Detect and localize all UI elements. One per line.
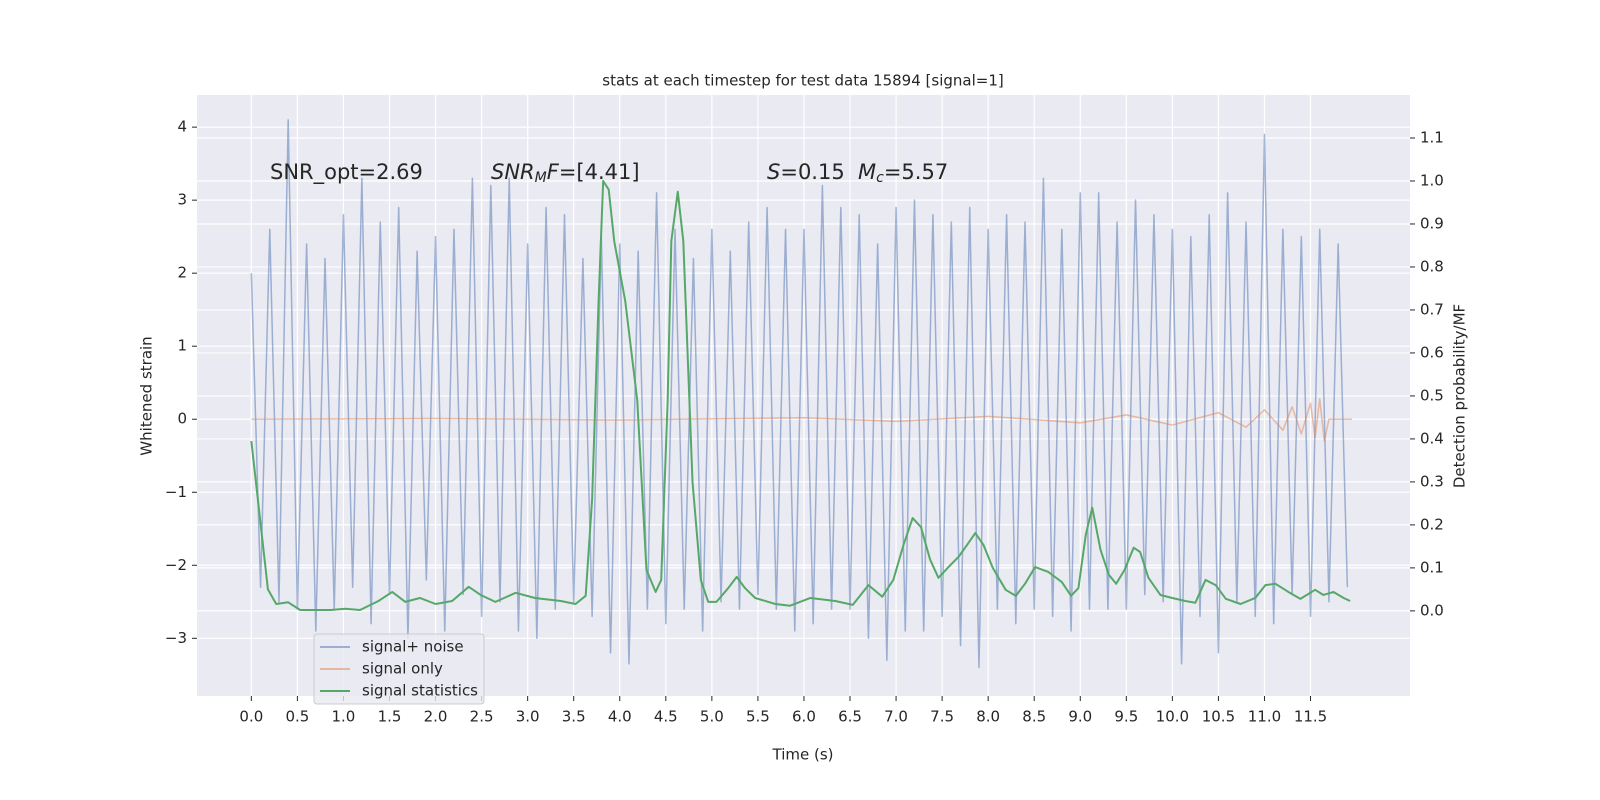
annotation-part: =0.15 bbox=[780, 160, 844, 184]
y2-tick-label: 0.8 bbox=[1420, 257, 1444, 275]
x-axis-label: Time (s) bbox=[772, 746, 834, 764]
y-tick-label: −1 bbox=[165, 483, 187, 501]
annotation-part: SNR bbox=[491, 160, 535, 184]
annotation: SNR_opt=2.69 bbox=[270, 160, 423, 185]
x-tick-label: 8.0 bbox=[976, 708, 1000, 726]
x-tick-label: 11.5 bbox=[1294, 708, 1327, 726]
x-tick-label: 9.5 bbox=[1114, 708, 1138, 726]
legend-box bbox=[313, 633, 485, 705]
x-tick-label: 0.0 bbox=[239, 708, 263, 726]
y2-tick-label: 1.1 bbox=[1420, 128, 1444, 146]
x-tick-label: 0.5 bbox=[285, 708, 309, 726]
legend-label: signal statistics bbox=[362, 682, 478, 700]
y2-tick-label: 0.4 bbox=[1420, 429, 1444, 447]
y2-tick-label: 0.1 bbox=[1420, 558, 1444, 576]
annotation-part: c bbox=[876, 170, 884, 186]
y2-tick-label: 0.0 bbox=[1420, 601, 1444, 619]
x-tick-label: 10.5 bbox=[1202, 708, 1235, 726]
y2-tick-label: 0.7 bbox=[1420, 300, 1444, 318]
x-tick-label: 6.5 bbox=[838, 708, 862, 726]
y2-tick-label: 0.5 bbox=[1420, 386, 1444, 404]
annotation-part: F bbox=[547, 160, 560, 184]
x-tick-label: 7.0 bbox=[884, 708, 908, 726]
annotation-part: M bbox=[858, 160, 876, 184]
series-line bbox=[250, 119, 1349, 669]
annotation-part: S bbox=[767, 160, 780, 184]
legend: signal+ noise signal only signal statistic… bbox=[313, 633, 485, 705]
annotation-part: =[4.41] bbox=[559, 160, 640, 184]
y-tick-label: −2 bbox=[165, 556, 187, 574]
series-line bbox=[250, 179, 1351, 612]
x-tick-label: 5.5 bbox=[746, 708, 770, 726]
x-tick-label: 3.0 bbox=[516, 708, 540, 726]
legend-label: signal+ noise bbox=[362, 638, 464, 656]
x-tick-label: 1.0 bbox=[332, 708, 356, 726]
x-tick-label: 8.5 bbox=[1022, 708, 1046, 726]
annotation-part: =5.57 bbox=[884, 160, 948, 184]
x-tick-label: 5.0 bbox=[700, 708, 724, 726]
annotation: S=0.15 bbox=[767, 160, 845, 184]
y2-tick-label: 0.6 bbox=[1420, 343, 1444, 361]
y-tick-label: −3 bbox=[165, 629, 187, 647]
y2-tick-label: 0.3 bbox=[1420, 472, 1444, 490]
x-tick-label: 6.0 bbox=[792, 708, 816, 726]
y-tick-label: 1 bbox=[177, 337, 187, 355]
annotation-part: SNR_opt=2.69 bbox=[270, 160, 423, 185]
y-tick-label: 2 bbox=[177, 264, 187, 282]
y2-tick-label: 1.0 bbox=[1420, 171, 1444, 189]
y-tick-label: 4 bbox=[177, 118, 187, 136]
x-tick-label: 9.0 bbox=[1068, 708, 1092, 726]
y-tick-label: 0 bbox=[177, 410, 187, 428]
y2-tick-label: 0.9 bbox=[1420, 214, 1444, 232]
y-tick-label: 3 bbox=[177, 191, 187, 209]
x-tick-label: 11.0 bbox=[1248, 708, 1281, 726]
legend-label: signal only bbox=[362, 660, 443, 678]
y-axis-label: Whitened strain bbox=[138, 336, 156, 455]
x-tick-label: 7.5 bbox=[930, 708, 954, 726]
series-line bbox=[251, 398, 1352, 442]
x-tick-label: 2.0 bbox=[424, 708, 448, 726]
y2-axis-label: Detection probability/MF bbox=[1451, 304, 1469, 488]
y2-tick-label: 0.2 bbox=[1420, 515, 1444, 533]
x-tick-label: 4.5 bbox=[654, 708, 678, 726]
annotation: Mc=5.57 bbox=[858, 160, 948, 186]
x-tick-label: 4.0 bbox=[608, 708, 632, 726]
annotation-part: M bbox=[535, 170, 547, 186]
x-tick-label: 10.0 bbox=[1156, 708, 1189, 726]
x-tick-label: 2.5 bbox=[470, 708, 494, 726]
x-tick-label: 1.5 bbox=[378, 708, 402, 726]
chart-title: stats at each timestep for test data 158… bbox=[602, 72, 1003, 90]
x-tick-label: 3.5 bbox=[562, 708, 586, 726]
annotation: SNRMF=[4.41] bbox=[491, 160, 640, 186]
